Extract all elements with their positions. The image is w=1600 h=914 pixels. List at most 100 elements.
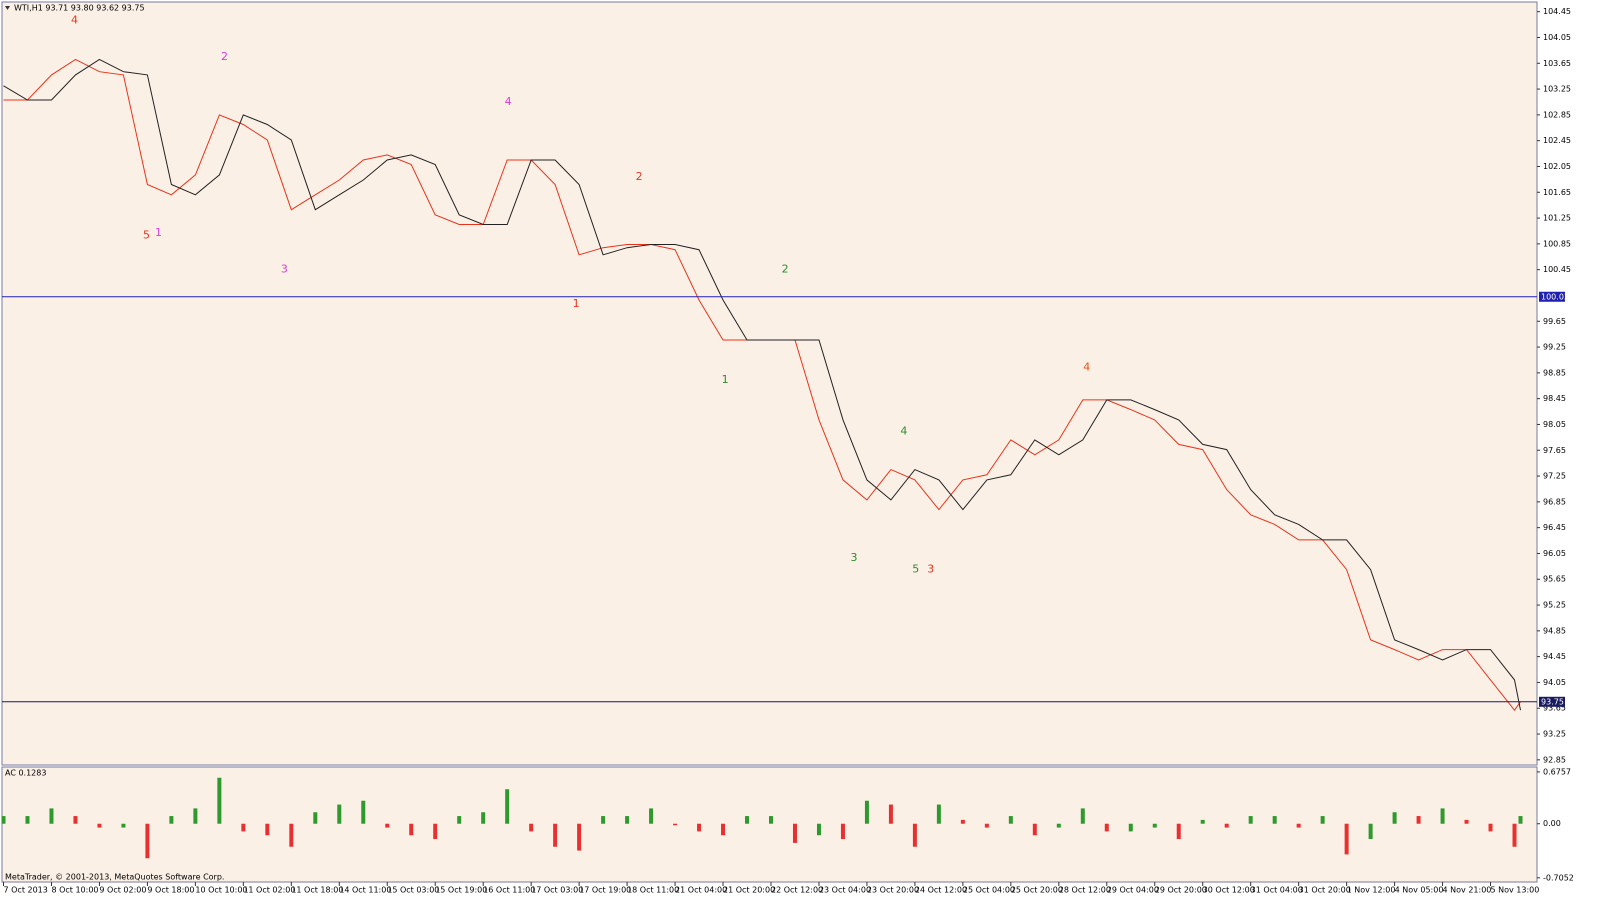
x-tick-label: 9 Oct 18:00 (147, 886, 194, 895)
price-panel (1, 1, 1538, 766)
ac-bar (1176, 823, 1181, 840)
y-tick-label: 95.25 (1543, 601, 1566, 610)
price-line (3, 58, 1521, 711)
y-tick-label: 102.45 (1543, 136, 1571, 145)
ac-bar (1488, 823, 1493, 832)
x-tick-label: 4 Nov 21:00 (1443, 886, 1492, 895)
y-tick-label: 94.85 (1543, 626, 1566, 635)
x-tick-label: 4 Nov 05:00 (1395, 886, 1444, 895)
ac-bar (1224, 823, 1229, 828)
x-tick-label: 21 Oct 04:00 (675, 886, 727, 895)
ac-bar (601, 816, 606, 824)
x-tick-label: 31 Oct 04:00 (1251, 886, 1303, 895)
level-tag (1539, 291, 1565, 302)
ac-bar (1392, 812, 1397, 824)
wave-label: 2 (782, 263, 789, 276)
ac-bar (577, 823, 582, 851)
x-tick-label: 29 Oct 04:00 (1107, 886, 1159, 895)
wave-label: 3 (851, 551, 858, 564)
level-label: 93.75 (1541, 697, 1564, 706)
x-tick-label: 28 Oct 12:00 (1059, 886, 1111, 895)
ac-bar (1080, 808, 1085, 824)
x-tick-label: 8 Oct 10:00 (51, 886, 98, 895)
ac-bar (289, 823, 294, 847)
x-tick-label: 30 Oct 12:00 (1203, 886, 1255, 895)
y-tick-label: 101.65 (1543, 188, 1571, 197)
y-tick-label: 96.05 (1543, 549, 1566, 558)
x-tick-label: 10 Oct 10:00 (195, 886, 247, 895)
wave-label: 2 (221, 50, 228, 63)
ac-bar (385, 823, 390, 828)
ac-bar (73, 816, 78, 824)
y-tick-label: 102.05 (1543, 162, 1571, 171)
wave-label: 5 (143, 228, 150, 241)
ac-bar (1056, 823, 1061, 828)
x-tick-label: 9 Oct 02:00 (99, 886, 146, 895)
ac-bar (1518, 816, 1523, 824)
wave-label: 3 (927, 563, 934, 576)
wave-label: 3 (281, 263, 288, 276)
ac-bar (337, 804, 342, 824)
ac-bar (768, 816, 773, 824)
ac-bar (241, 823, 246, 832)
ac-bar (553, 823, 558, 847)
ac-bar (888, 804, 893, 824)
ac-bar (721, 823, 726, 836)
ac-bar (121, 823, 126, 828)
wave-label: 4 (505, 95, 512, 108)
ac-bar (1, 816, 6, 824)
y-tick-label: 0.00 (1543, 819, 1561, 828)
ac-bar (193, 808, 198, 824)
ac-bar (361, 800, 366, 824)
ac-bar (840, 823, 845, 840)
ac-bar (697, 823, 702, 832)
ac-bar (792, 823, 797, 843)
y-tick-label: 93.25 (1543, 730, 1566, 739)
ac-bar (984, 823, 989, 828)
x-tick-label: 15 Oct 19:00 (435, 886, 487, 895)
wave-label: 4 (71, 14, 78, 27)
x-tick-label: 21 Oct 20:00 (723, 886, 775, 895)
ac-bar (1128, 823, 1133, 832)
ac-bar (912, 823, 917, 847)
ac-bar (864, 800, 869, 824)
ac-bar (457, 816, 462, 824)
x-tick-label: 11 Oct 18:00 (291, 886, 343, 895)
wave-label: 1 (722, 373, 729, 386)
x-tick-label: 24 Oct 12:00 (915, 886, 967, 895)
y-tick-label: 95.65 (1543, 575, 1566, 584)
ac-bar (313, 812, 318, 824)
ac-bar (1440, 808, 1445, 824)
y-tick-label: -0.7052 (1543, 873, 1574, 882)
x-tick-label: 15 Oct 03:00 (387, 886, 439, 895)
ac-bar (1368, 823, 1373, 840)
ac-bar (625, 816, 630, 824)
y-tick-label: 98.05 (1543, 420, 1566, 429)
ac-bar (1104, 823, 1109, 832)
ac-bar (1416, 816, 1421, 824)
y-tick-label: 94.45 (1543, 652, 1566, 661)
ac-bar (1344, 823, 1349, 855)
x-tick-label: 1 Nov 12:00 (1347, 886, 1396, 895)
y-tick-label: 103.25 (1543, 85, 1571, 94)
ac-bar (960, 819, 965, 824)
wave-label: 5 (912, 563, 919, 576)
ac-bar (481, 812, 486, 824)
y-tick-label: 103.65 (1543, 59, 1571, 68)
ac-bar (1272, 816, 1277, 824)
y-tick-label: 104.45 (1543, 7, 1571, 16)
ac-bar (1248, 816, 1253, 824)
chart-title: WTI,H1 93.71 93.80 93.62 93.75 (14, 4, 145, 13)
y-tick-label: 101.25 (1543, 214, 1571, 223)
ac-bar (936, 804, 941, 824)
wave-label: 1 (573, 297, 580, 310)
ac-panel (1, 766, 1538, 883)
ac-bar (1008, 816, 1013, 824)
ac-bar (816, 823, 821, 836)
footer: MetaTrader, © 2001-2013, MetaQuotes Soft… (5, 873, 224, 882)
x-tick-label: 22 Oct 12:00 (771, 886, 823, 895)
ac-bar (433, 823, 438, 840)
menu-arrow[interactable] (5, 6, 10, 10)
x-tick-label: 11 Oct 02:00 (243, 886, 295, 895)
